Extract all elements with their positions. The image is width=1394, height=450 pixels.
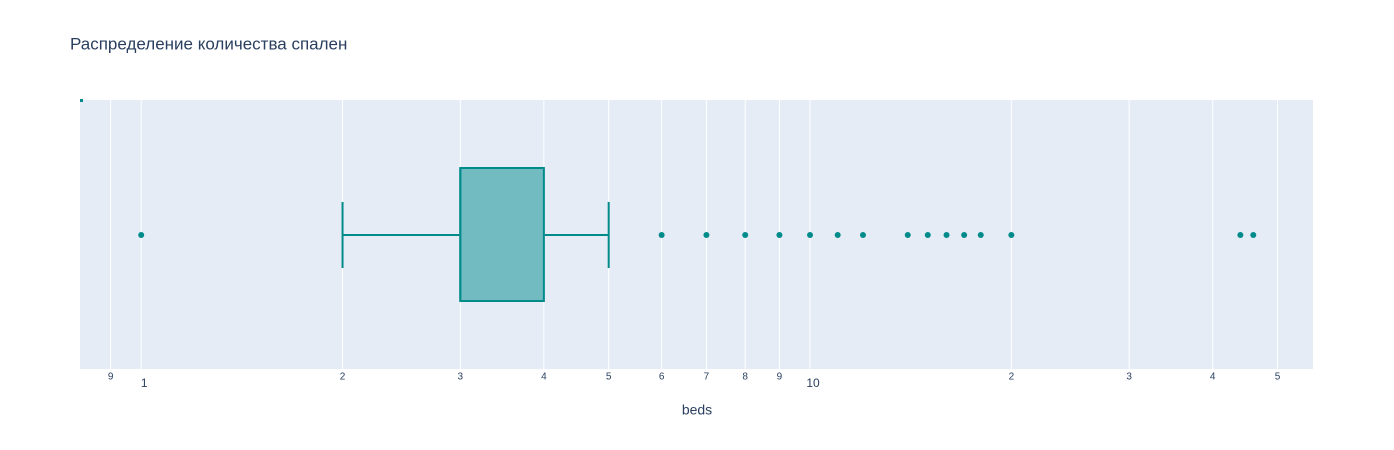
outlier bbox=[1237, 232, 1244, 238]
x-tick-label: 3 bbox=[458, 372, 464, 383]
plot-area bbox=[80, 100, 1313, 369]
x-tick-label: 1 bbox=[141, 376, 148, 390]
outlier bbox=[703, 232, 710, 238]
x-tick-label: 7 bbox=[704, 372, 710, 383]
x-tick-label: 9 bbox=[777, 372, 783, 383]
outlier bbox=[834, 232, 841, 238]
outlier bbox=[859, 232, 866, 238]
marks bbox=[138, 167, 1257, 302]
outlier bbox=[924, 232, 931, 238]
x-axis-label: beds bbox=[682, 402, 712, 418]
x-tick-label: 2 bbox=[340, 372, 346, 383]
x-tick-label: 5 bbox=[606, 372, 612, 383]
x-tick-label: 4 bbox=[541, 372, 547, 383]
outlier bbox=[904, 232, 911, 238]
outlier bbox=[1008, 232, 1015, 238]
outlier bbox=[742, 232, 749, 238]
outlier bbox=[776, 232, 783, 238]
x-tick-label: 2 bbox=[1009, 372, 1015, 383]
x-tick-label: 3 bbox=[1126, 372, 1132, 383]
outlier bbox=[807, 232, 814, 238]
x-tick-label: 8 bbox=[742, 372, 748, 383]
outlier bbox=[658, 232, 665, 238]
x-tick-label: 10 bbox=[806, 376, 820, 390]
outlier bbox=[1250, 232, 1257, 238]
x-tick-label: 5 bbox=[1275, 372, 1281, 383]
outlier bbox=[961, 232, 968, 238]
chart-title: Распределение количества спален bbox=[70, 34, 347, 53]
x-tick-label: 6 bbox=[659, 372, 665, 383]
corner-marker bbox=[80, 99, 83, 102]
outlier bbox=[138, 232, 145, 238]
x-tick-label: 4 bbox=[1210, 372, 1216, 383]
x-tick-label: 9 bbox=[108, 372, 114, 383]
outlier bbox=[943, 232, 950, 238]
box bbox=[459, 167, 545, 302]
outlier bbox=[977, 232, 984, 238]
